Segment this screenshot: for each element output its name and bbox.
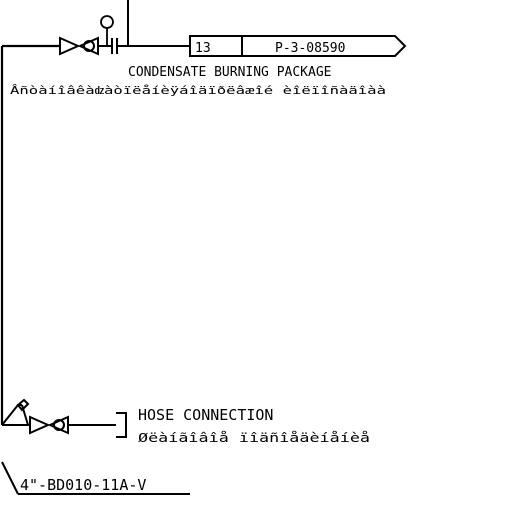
top-pipe-segment (98, 38, 190, 54)
relief-valve-icon (1, 398, 30, 426)
hose-connection-label-cyr: Øëàíãîâîå ïîäñîåäèíåíèå (138, 431, 370, 445)
condensate-package-label: CONDENSATE BURNING PACKAGE (128, 65, 332, 80)
top-gate-valve-icon (59, 36, 99, 56)
main-process-line (0, 44, 60, 425)
line-number-label: 4"-BD010-11A-V (20, 476, 146, 494)
line-number-leader (1, 461, 190, 495)
hose-connection-icon (116, 412, 127, 438)
instrument-tap-icon (100, 15, 114, 46)
condensate-package-label-cyr: Âñòàíîâêàǳàòïëåíèÿáîäïðëâæîé èîëïîñàäîàà (10, 84, 386, 97)
off-page-connector (189, 35, 407, 57)
hose-connection-label: HOSE CONNECTION (138, 406, 273, 424)
bottom-gate-valve-icon (29, 415, 69, 435)
drawing-reference: P-3-08590 (275, 41, 345, 56)
sheet-number: 13 (195, 41, 211, 56)
